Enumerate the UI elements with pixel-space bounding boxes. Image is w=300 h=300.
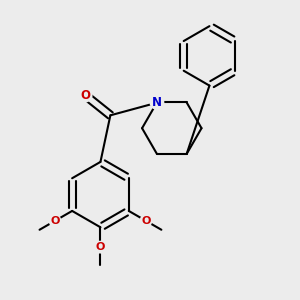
Text: O: O: [81, 89, 91, 102]
Circle shape: [79, 88, 92, 102]
Circle shape: [149, 95, 164, 110]
Text: O: O: [50, 216, 60, 226]
Circle shape: [49, 214, 62, 227]
Text: N: N: [152, 96, 162, 109]
Text: O: O: [141, 216, 151, 226]
Circle shape: [140, 214, 152, 227]
Circle shape: [94, 241, 107, 254]
Text: O: O: [96, 242, 105, 252]
